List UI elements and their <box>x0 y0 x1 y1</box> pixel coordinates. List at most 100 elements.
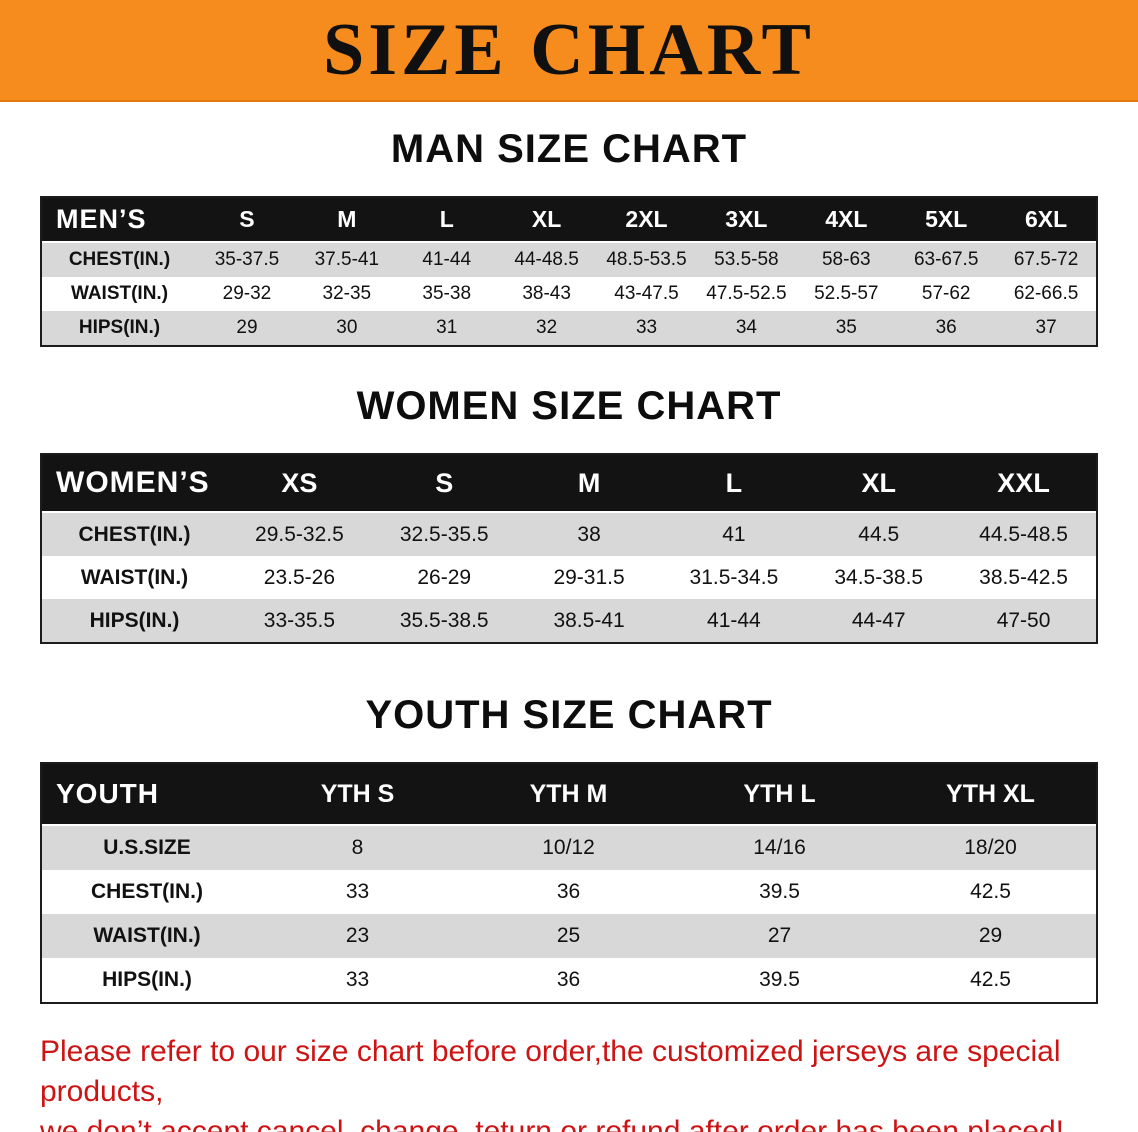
table-cell: 23.5-26 <box>263 565 336 589</box>
column-header: 5XL <box>925 206 968 232</box>
column-header: XXL <box>997 467 1050 498</box>
table-cell: 23 <box>345 924 370 947</box>
column-header: YTH L <box>743 779 816 808</box>
row-label: U.S.SIZE <box>103 836 191 859</box>
table-cell: 57-62 <box>921 283 971 304</box>
table-cell: 36 <box>556 968 581 991</box>
column-header: L <box>725 467 743 498</box>
table-cell: 44-48.5 <box>514 249 579 270</box>
column-header: YTH S <box>320 779 395 808</box>
table-cell: 42.5 <box>970 968 1011 991</box>
table-cell: 52.5-57 <box>814 283 879 304</box>
women-size-chart-heading: WOMEN SIZE CHART <box>356 384 782 428</box>
table-header-row: MEN’S S M L XL 2XL 3XL 4XL 5XL 6XL <box>42 198 1096 243</box>
column-header: 4XL <box>825 206 868 232</box>
column-header: XS <box>281 467 318 498</box>
table-title: WOMEN’S <box>56 466 210 499</box>
table-cell: 35-38 <box>422 283 472 304</box>
row-label: CHEST(IN.) <box>91 880 203 903</box>
table-row: U.S.SIZE 8 10/12 14/16 18/20 <box>42 826 1096 870</box>
column-header: XL <box>861 467 896 498</box>
table-cell: 42.5 <box>970 880 1011 903</box>
table-cell: 29 <box>236 317 258 338</box>
column-header: YTH XL <box>946 779 1035 808</box>
table-row: HIPS(IN.) 29 30 31 32 33 34 35 36 37 <box>42 311 1096 345</box>
table-row: CHEST(IN.) 35-37.5 37.5-41 41-44 44-48.5 48.5… <box>42 243 1096 277</box>
table-cell: 31.5-34.5 <box>689 565 779 589</box>
table-row: WAIST(IN.) 29-32 32-35 35-38 38-43 43-47.5 47.… <box>42 277 1096 311</box>
table-cell: 34 <box>735 317 757 338</box>
column-header: 2XL <box>625 206 668 232</box>
table-cell: 33 <box>345 968 370 991</box>
table-cell: 8 <box>351 836 364 859</box>
table-row: HIPS(IN.) 33-35.5 35.5-38.5 38.5-41 41-44 44-… <box>42 599 1096 642</box>
table-row: CHEST(IN.) 29.5-32.5 32.5-35.5 38 41 44.5 44.5… <box>42 513 1096 556</box>
page-title: SIZE CHART <box>323 9 815 91</box>
table-cell: 10/12 <box>542 836 595 859</box>
table-cell: 41 <box>722 522 746 546</box>
row-label: HIPS(IN.) <box>78 317 161 338</box>
table-cell: 44.5-48.5 <box>979 522 1068 546</box>
table-cell: 36 <box>556 880 581 903</box>
table-cell: 58-63 <box>821 249 871 270</box>
table-cell: 33-35.5 <box>263 608 336 632</box>
youth-size-chart-heading: YOUTH SIZE CHART <box>365 693 773 737</box>
table-cell: 39.5 <box>759 968 800 991</box>
table-cell: 30 <box>336 317 358 338</box>
size-chart-banner: SIZE CHART <box>0 0 1138 102</box>
row-label: HIPS(IN.) <box>102 968 192 991</box>
men-size-table: MEN’S S M L XL 2XL 3XL 4XL 5XL 6XL CHEST(IN.) 35-37… <box>40 196 1098 347</box>
table-cell: 25 <box>556 924 581 947</box>
column-header: XL <box>531 206 562 232</box>
table-cell: 33 <box>345 880 370 903</box>
table-cell: 41-44 <box>707 608 761 632</box>
column-header: L <box>439 206 454 232</box>
column-header: 3XL <box>725 206 768 232</box>
table-cell: 37.5-41 <box>314 249 380 270</box>
table-cell: 32-35 <box>322 283 372 304</box>
table-cell: 63-67.5 <box>913 249 979 270</box>
column-header: M <box>337 206 357 232</box>
table-cell: 38 <box>577 522 601 546</box>
table-cell: 18/20 <box>964 836 1017 859</box>
table-cell: 44-47 <box>851 608 906 632</box>
table-cell: 37 <box>1035 317 1057 338</box>
table-cell: 39.5 <box>759 880 800 903</box>
column-header: M <box>577 467 601 498</box>
column-header: 6XL <box>1024 206 1068 232</box>
table-cell: 38.5-41 <box>553 608 625 632</box>
table-cell: 41-44 <box>422 249 472 270</box>
table-title: MEN’S <box>56 204 147 234</box>
table-cell: 53.5-58 <box>714 249 779 270</box>
table-cell: 32.5-35.5 <box>399 522 489 546</box>
table-cell: 33 <box>635 317 658 338</box>
table-cell: 67.5-72 <box>1013 249 1079 270</box>
table-cell: 62-66.5 <box>1013 283 1079 304</box>
table-cell: 43-47.5 <box>614 283 679 304</box>
row-label: CHEST(IN.) <box>78 522 191 546</box>
table-cell: 32 <box>536 317 558 338</box>
table-cell: 29 <box>978 924 1003 947</box>
row-label: WAIST(IN.) <box>80 565 189 589</box>
women-size-table: WOMEN’S XS S M L XL XXL CHEST(IN.) 29.5-32.5 32.5… <box>40 453 1098 644</box>
table-cell: 34.5-38.5 <box>834 565 924 589</box>
table-cell: 31 <box>436 317 458 338</box>
table-row: CHEST(IN.) 33 36 39.5 42.5 <box>42 870 1096 914</box>
table-cell: 36 <box>935 317 957 338</box>
footer-disclaimer: Please refer to our size chart before or… <box>40 1032 1138 1132</box>
footer-disclaimer-line-1: Please refer to our size chart before or… <box>40 1035 1061 1108</box>
table-cell: 47-50 <box>996 608 1051 632</box>
table-cell: 26-29 <box>417 565 472 589</box>
table-cell: 35 <box>835 317 857 338</box>
table-cell: 35.5-38.5 <box>399 608 489 632</box>
table-header-row: WOMEN’S XS S M L XL XXL <box>42 455 1096 513</box>
row-label: WAIST(IN.) <box>70 283 169 304</box>
table-cell: 48.5-53.5 <box>606 249 687 270</box>
row-label: HIPS(IN.) <box>89 608 180 632</box>
table-cell: 27 <box>767 924 792 947</box>
table-row: WAIST(IN.) 23 25 27 29 <box>42 914 1096 958</box>
column-header: S <box>239 206 255 232</box>
table-title: YOUTH <box>56 778 159 809</box>
table-cell: 38.5-42.5 <box>979 565 1068 589</box>
men-size-chart-heading: MAN SIZE CHART <box>390 127 748 171</box>
